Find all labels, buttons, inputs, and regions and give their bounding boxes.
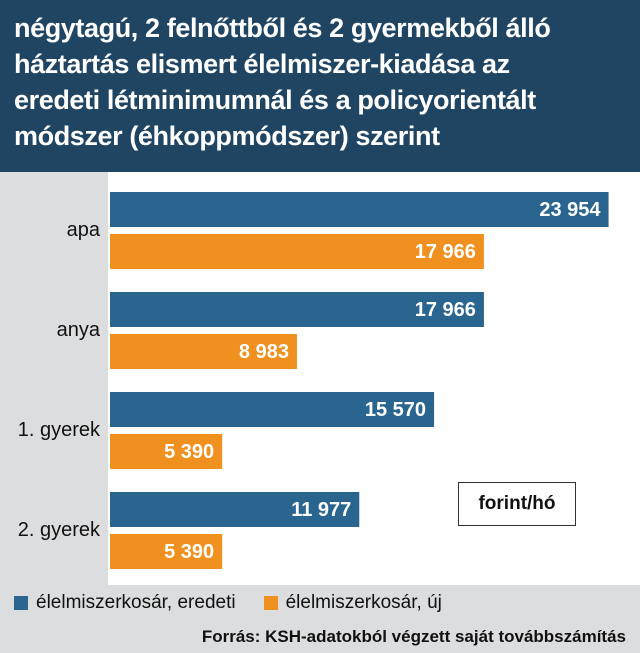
chart-title-line-3: eredeti létminimumnál és a policyorientá… — [14, 85, 536, 115]
chart-title: négytagú, 2 felnőttből és 2 gyermekből á… — [0, 0, 640, 172]
legend: élelmiszerkosár, eredeti élelmiszerkosár… — [0, 585, 640, 621]
bar — [110, 392, 435, 427]
bar-value-label: 5 390 — [164, 541, 214, 563]
category-label: 1. gyerek — [18, 419, 101, 441]
category-label: apa — [67, 219, 101, 241]
legend-swatch-new — [263, 596, 278, 610]
legend-swatch-original — [14, 596, 28, 610]
bar-value-label: 17 966 — [415, 241, 476, 263]
chart-title-line-4: módszer (éhkoppmódszer) szerint — [14, 121, 440, 151]
bar — [110, 192, 609, 227]
bar-value-label: 8 983 — [239, 341, 289, 363]
bar — [110, 334, 297, 369]
bar — [110, 434, 223, 469]
bar — [110, 292, 484, 327]
bar — [110, 234, 484, 269]
bar-value-label: 11 977 — [291, 499, 351, 521]
legend-item-new: élelmiszerkosár, új — [263, 592, 442, 614]
bar-value-label: 5 390 — [164, 441, 214, 463]
bar-value-label: 17 966 — [415, 299, 476, 321]
bar — [110, 534, 223, 569]
legend-label-new: élelmiszerkosár, új — [285, 592, 442, 613]
chart-title-line-2: háztartás elismert élelmiszer-kiadása az — [14, 49, 510, 79]
legend-item-original: élelmiszerkosár, eredeti — [14, 592, 236, 614]
unit-label: forint/hó — [458, 482, 576, 526]
category-label: 2. gyerek — [18, 519, 101, 541]
bar-value-label: 23 954 — [539, 199, 601, 221]
chart-title-line-1: négytagú, 2 felnőttből és 2 gyermekből á… — [14, 13, 551, 43]
category-label: anya — [57, 319, 101, 341]
legend-label-original: élelmiszerkosár, eredeti — [36, 592, 236, 613]
bar — [110, 492, 360, 527]
bar-value-label: 15 570 — [365, 399, 426, 421]
source-note: Forrás: KSH-adatokból végzett saját tová… — [201, 627, 626, 646]
bar-chart: apa 23 954 17 966 anya 17 966 8 983 1. gyerek 1… — [18, 192, 609, 569]
